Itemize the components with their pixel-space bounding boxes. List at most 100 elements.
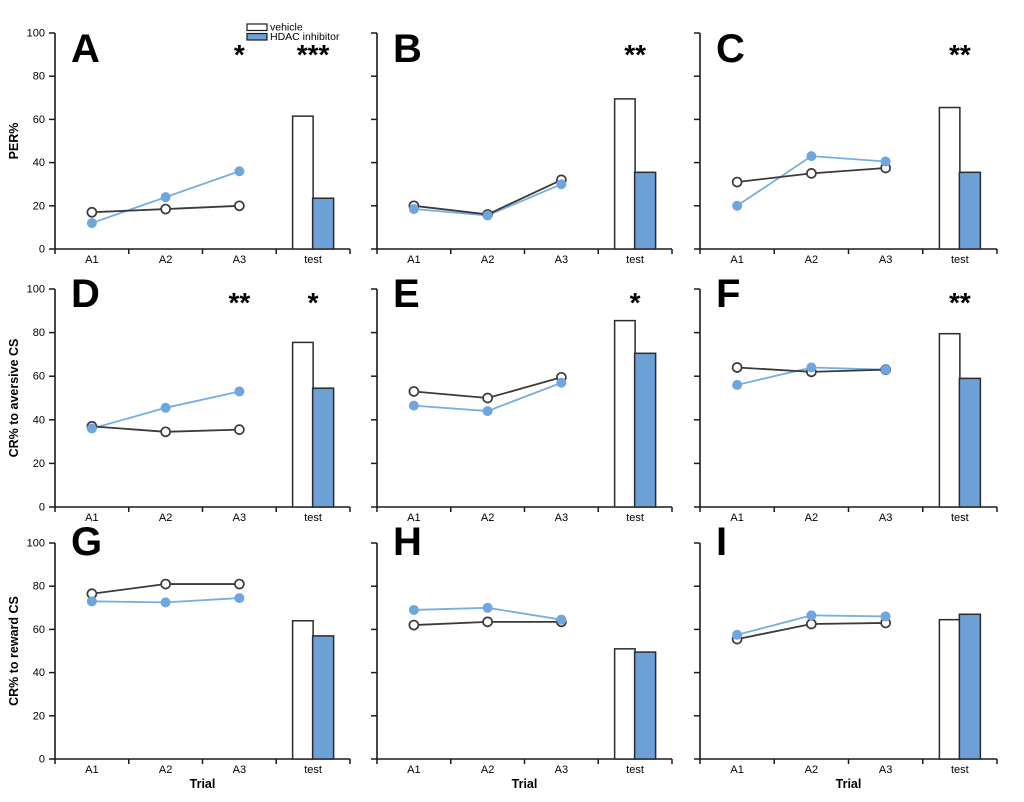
hdac-marker bbox=[732, 200, 743, 211]
x-axis: A1 A2 A3 test bbox=[699, 506, 998, 524]
y-axis: 0 20 40 60 80 100 bbox=[27, 284, 56, 514]
hdac-marker bbox=[408, 604, 419, 615]
y-tick-label: 0 bbox=[39, 502, 45, 514]
hdac-marker bbox=[806, 362, 817, 373]
significance-star: ** bbox=[949, 287, 971, 318]
test-bar-vehicle bbox=[291, 341, 314, 508]
vehicle-marker bbox=[806, 618, 817, 630]
vehicle-marker bbox=[731, 176, 743, 188]
x-category-label: test bbox=[304, 254, 322, 266]
hdac-marker bbox=[880, 156, 891, 167]
y-axis bbox=[694, 288, 701, 508]
significance-star: * bbox=[234, 39, 245, 70]
legend-swatch bbox=[246, 23, 268, 32]
hdac-marker bbox=[482, 210, 493, 221]
y-axis bbox=[694, 32, 701, 250]
hdac-marker bbox=[234, 386, 245, 397]
x-category-label: A1 bbox=[407, 512, 420, 524]
test-bar-hdac bbox=[633, 171, 657, 250]
y-tick-label: 60 bbox=[33, 114, 45, 126]
hdac-marker bbox=[234, 166, 245, 177]
test-bar-hdac bbox=[311, 197, 335, 250]
x-category-label: A3 bbox=[879, 512, 892, 524]
x-category-label: A3 bbox=[879, 764, 892, 776]
x-axis: A1 A2 A3 test Trial bbox=[699, 758, 998, 791]
panel-G: 0 20 40 60 80 100 A1 A2 A3 test Trial CR% to reward… bbox=[7, 520, 351, 791]
significance-star: ** bbox=[228, 287, 250, 318]
test-bars bbox=[291, 341, 335, 508]
test-bar-vehicle bbox=[613, 648, 636, 760]
x-category-label: test bbox=[626, 254, 644, 266]
x-category-label: A1 bbox=[85, 512, 98, 524]
hdac-marker bbox=[732, 629, 743, 640]
x-category-label: A3 bbox=[879, 254, 892, 266]
legend-label: vehicle bbox=[270, 22, 303, 34]
x-category-label: A3 bbox=[233, 512, 246, 524]
x-category-label: A3 bbox=[555, 764, 568, 776]
y-tick-label: 60 bbox=[33, 371, 45, 383]
x-category-label: A1 bbox=[407, 254, 420, 266]
panel-C: A1 A2 A3 test ** C bbox=[694, 27, 998, 266]
panel-F: A1 A2 A3 test ** F bbox=[694, 272, 998, 524]
vehicle-marker bbox=[160, 578, 171, 590]
y-axis: 0 20 40 60 80 100 bbox=[27, 28, 56, 256]
vehicle-marker bbox=[482, 616, 493, 628]
legend-swatch bbox=[246, 32, 268, 41]
test-bar-hdac bbox=[958, 613, 982, 760]
x-category-label: A1 bbox=[85, 764, 98, 776]
hdac-marker bbox=[408, 204, 419, 215]
test-bar-vehicle bbox=[613, 319, 636, 508]
test-bars bbox=[613, 648, 657, 760]
x-category-label: A2 bbox=[159, 764, 172, 776]
x-axis: A1 A2 A3 test Trial bbox=[376, 758, 673, 791]
test-bar-hdac bbox=[958, 377, 982, 508]
panel-letter: C bbox=[716, 27, 745, 71]
legend-label: HDAC inhibitor bbox=[270, 31, 340, 43]
test-bar-hdac bbox=[311, 635, 335, 760]
x-category-label: A2 bbox=[481, 512, 494, 524]
hdac-marker bbox=[86, 596, 97, 607]
y-tick-label: 20 bbox=[33, 458, 45, 470]
y-axis bbox=[694, 542, 701, 760]
vehicle-marker bbox=[160, 203, 171, 215]
hdac-marker bbox=[160, 597, 171, 608]
significance-star: ** bbox=[949, 39, 971, 70]
test-bars bbox=[291, 620, 335, 760]
x-category-label: test bbox=[626, 512, 644, 524]
x-axis-title: Trial bbox=[836, 777, 862, 791]
test-bar-vehicle bbox=[938, 332, 961, 508]
test-bars bbox=[938, 332, 982, 508]
hdac-marker bbox=[86, 218, 97, 229]
vehicle-marker bbox=[806, 168, 817, 179]
series-hdac-line bbox=[736, 155, 886, 207]
y-tick-label: 20 bbox=[33, 200, 45, 212]
panel-I: A1 A2 A3 test Trial I bbox=[694, 520, 998, 791]
x-axis: A1 A2 A3 test bbox=[376, 248, 673, 266]
y-axis-title: PER% bbox=[7, 123, 21, 160]
hdac-marker bbox=[408, 400, 419, 411]
hdac-marker bbox=[234, 593, 245, 604]
panel-B: A1 A2 A3 test ** B bbox=[371, 27, 673, 266]
y-tick-label: 100 bbox=[27, 284, 45, 296]
x-category-label: A3 bbox=[555, 512, 568, 524]
test-bars bbox=[291, 115, 335, 250]
test-bar-vehicle bbox=[613, 98, 636, 250]
hdac-marker bbox=[86, 423, 97, 434]
panel-letter: F bbox=[716, 272, 740, 316]
vehicle-marker bbox=[482, 392, 493, 404]
panel-letter: I bbox=[716, 520, 727, 564]
x-category-label: A1 bbox=[730, 764, 743, 776]
panel-letter: G bbox=[71, 520, 102, 564]
significance-star: * bbox=[308, 287, 319, 318]
y-axis bbox=[371, 288, 378, 508]
test-bar-hdac bbox=[311, 387, 335, 508]
x-axis: A1 A2 A3 test Trial bbox=[54, 758, 351, 791]
x-category-label: A1 bbox=[730, 512, 743, 524]
x-category-label: A2 bbox=[159, 512, 172, 524]
vehicle-marker bbox=[731, 362, 743, 373]
hdac-marker bbox=[880, 611, 891, 622]
panel-letter: H bbox=[393, 520, 422, 564]
y-tick-label: 100 bbox=[27, 538, 45, 550]
test-bar-vehicle bbox=[938, 618, 961, 760]
